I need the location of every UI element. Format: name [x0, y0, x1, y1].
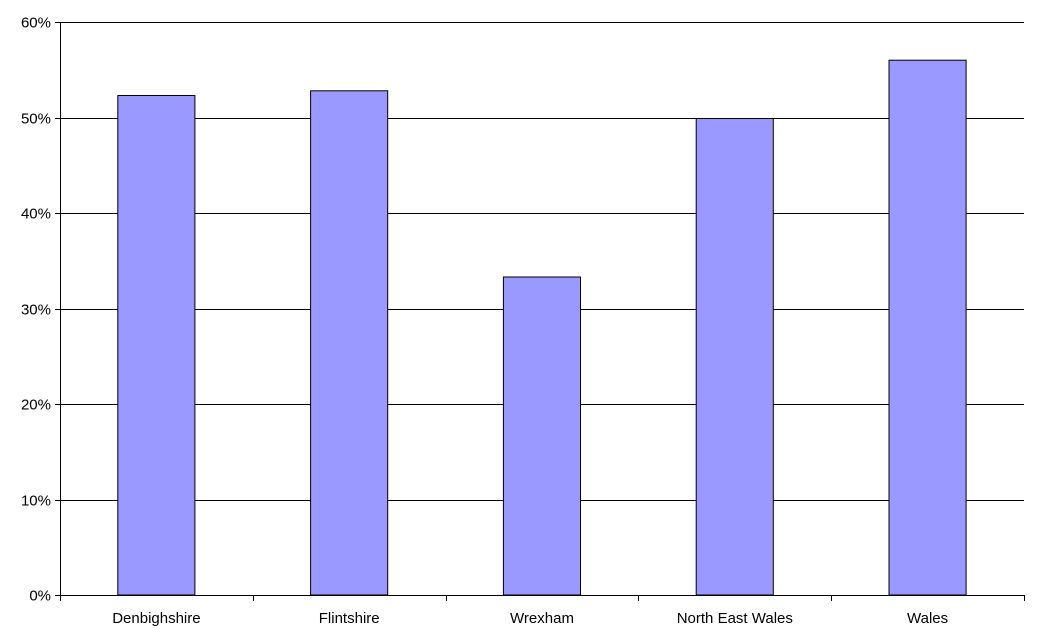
- bar-north-east-wales: [695, 118, 774, 596]
- y-tick-label: 20%: [21, 397, 51, 414]
- bar-wrexham: [502, 276, 581, 596]
- bar-denbighshire: [117, 95, 196, 596]
- y-tick-label: 0%: [29, 588, 51, 605]
- y-tick-label: 30%: [21, 302, 51, 319]
- x-tick-labels: Denbighshire Flintshire Wrexham North East …: [112, 610, 948, 627]
- x-tick-label: Flintshire: [319, 610, 380, 627]
- x-tick-label: Wales: [907, 610, 948, 627]
- x-tick-label: North East Wales: [677, 610, 793, 627]
- y-tick-label: 60%: [21, 15, 51, 32]
- x-tick-label: Denbighshire: [112, 610, 200, 627]
- bars: [117, 59, 967, 596]
- y-tick-label: 50%: [21, 111, 51, 128]
- x-tick-label: Wrexham: [510, 610, 574, 627]
- bar-wales: [888, 59, 967, 596]
- y-tick-label: 40%: [21, 206, 51, 223]
- y-tick-labels: 0% 10% 20% 30% 40% 50% 60%: [21, 15, 51, 605]
- bar-flintshire: [310, 90, 389, 596]
- y-tick-label: 10%: [21, 493, 51, 510]
- axes: [55, 22, 1025, 601]
